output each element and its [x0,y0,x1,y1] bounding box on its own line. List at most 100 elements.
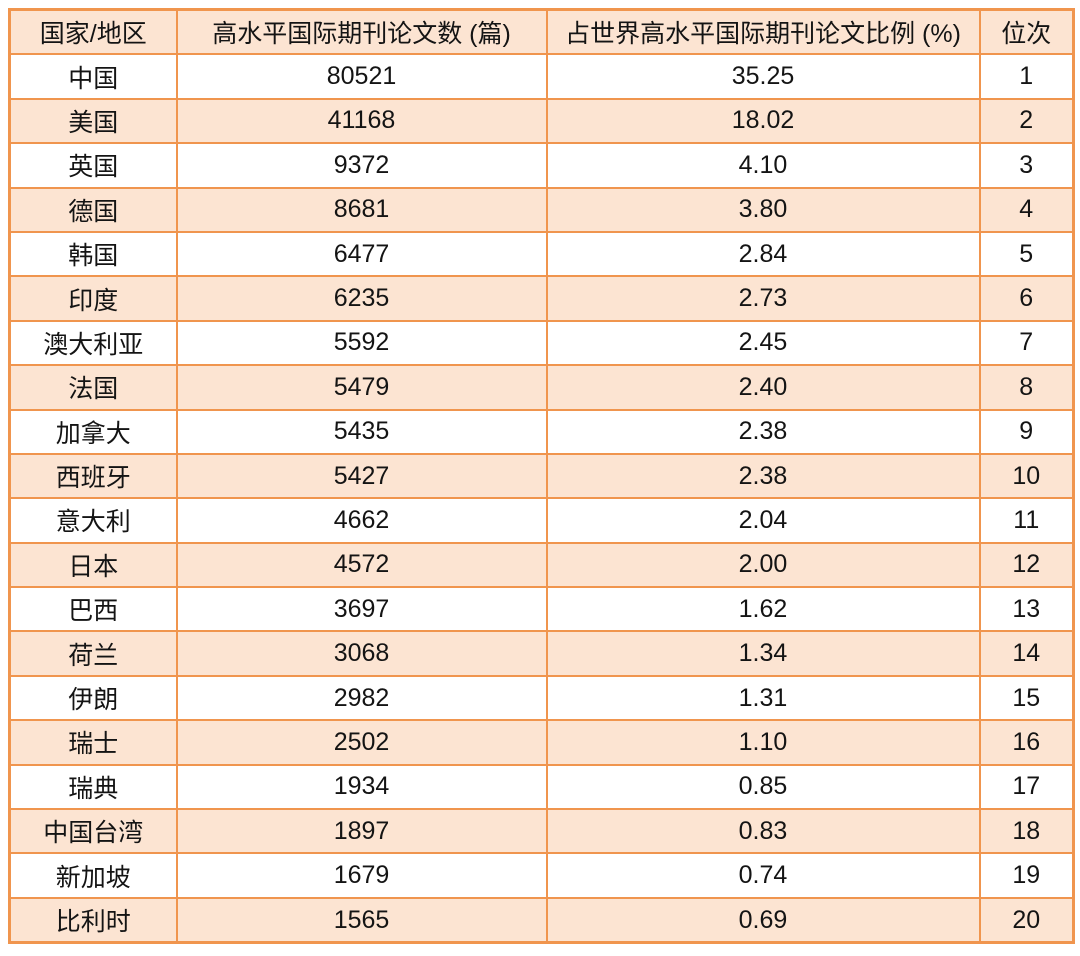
table-row: 意大利 4662 2.04 11 [8,497,1075,544]
papers-cell: 2982 [175,674,548,722]
header-country: 国家/地区 [8,8,178,56]
rank-cell: 13 [978,586,1075,633]
table-body: 中国 80521 35.25 1 美国 41168 18.02 2 英国 937… [8,53,1075,944]
share-cell: 2.38 [545,452,981,500]
rank-cell: 2 [978,97,1075,145]
papers-cell: 5435 [175,408,548,455]
table-row: 荷兰 3068 1.34 14 [8,630,1075,677]
table-row: 加拿大 5435 2.38 9 [8,408,1075,455]
papers-cell: 4662 [175,497,548,544]
table-row: 西班牙 5427 2.38 10 [8,452,1075,500]
share-cell: 2.84 [545,230,981,278]
table-row: 瑞士 2502 1.10 16 [8,719,1075,766]
share-cell: 2.73 [545,275,981,322]
table-row: 巴西 3697 1.62 13 [8,586,1075,633]
share-cell: 2.40 [545,364,981,411]
rank-cell: 14 [978,630,1075,677]
share-cell: 2.38 [545,408,981,455]
papers-cell: 6477 [175,230,548,278]
country-cell: 印度 [8,275,178,322]
country-cell: 西班牙 [8,452,178,500]
rank-cell: 7 [978,319,1075,367]
rank-cell: 10 [978,452,1075,500]
country-cell: 新加坡 [8,852,178,899]
country-cell: 中国 [8,53,178,100]
rank-cell: 11 [978,497,1075,544]
header-row: 国家/地区 高水平国际期刊论文数 (篇) 占世界高水平国际期刊论文比例 (%) … [8,8,1075,56]
rank-cell: 19 [978,852,1075,899]
table-row: 比利时 1565 0.69 20 [8,896,1075,944]
rank-cell: 15 [978,674,1075,722]
table-row: 新加坡 1679 0.74 19 [8,852,1075,899]
country-cell: 伊朗 [8,674,178,722]
share-cell: 0.85 [545,763,981,811]
rank-cell: 1 [978,53,1075,100]
rank-cell: 5 [978,230,1075,278]
rank-cell: 6 [978,275,1075,322]
papers-cell: 1934 [175,763,548,811]
header-rank: 位次 [978,8,1075,56]
rank-cell: 20 [978,896,1075,944]
rank-cell: 17 [978,763,1075,811]
country-cell: 美国 [8,97,178,145]
share-cell: 0.83 [545,808,981,855]
header-share: 占世界高水平国际期刊论文比例 (%) [545,8,981,56]
share-cell: 2.00 [545,541,981,589]
country-cell: 加拿大 [8,408,178,455]
share-cell: 2.04 [545,497,981,544]
country-cell: 英国 [8,142,178,189]
rank-cell: 18 [978,808,1075,855]
table-row: 伊朗 2982 1.31 15 [8,674,1075,722]
rank-cell: 3 [978,142,1075,189]
papers-cell: 9372 [175,142,548,189]
table-row: 中国 80521 35.25 1 [8,53,1075,100]
rank-cell: 4 [978,186,1075,233]
country-cell: 中国台湾 [8,808,178,855]
country-cell: 德国 [8,186,178,233]
country-cell: 日本 [8,541,178,589]
header-papers: 高水平国际期刊论文数 (篇) [175,8,548,56]
share-cell: 1.34 [545,630,981,677]
country-cell: 意大利 [8,497,178,544]
table-header: 国家/地区 高水平国际期刊论文数 (篇) 占世界高水平国际期刊论文比例 (%) … [8,8,1075,56]
rank-cell: 16 [978,719,1075,766]
table-row: 澳大利亚 5592 2.45 7 [8,319,1075,367]
table-row: 法国 5479 2.40 8 [8,364,1075,411]
table-row: 印度 6235 2.73 6 [8,275,1075,322]
papers-cell: 5592 [175,319,548,367]
share-cell: 2.45 [545,319,981,367]
share-cell: 1.62 [545,586,981,633]
rank-cell: 9 [978,408,1075,455]
share-cell: 1.31 [545,674,981,722]
country-cell: 荷兰 [8,630,178,677]
papers-cell: 1565 [175,896,548,944]
papers-cell: 4572 [175,541,548,589]
table-row: 德国 8681 3.80 4 [8,186,1075,233]
rank-cell: 12 [978,541,1075,589]
share-cell: 1.10 [545,719,981,766]
share-cell: 18.02 [545,97,981,145]
table-row: 瑞典 1934 0.85 17 [8,763,1075,811]
table-row: 中国台湾 1897 0.83 18 [8,808,1075,855]
share-cell: 3.80 [545,186,981,233]
country-cell: 澳大利亚 [8,319,178,367]
country-cell: 巴西 [8,586,178,633]
country-cell: 韩国 [8,230,178,278]
papers-cell: 3068 [175,630,548,677]
share-cell: 0.74 [545,852,981,899]
papers-cell: 3697 [175,586,548,633]
country-cell: 法国 [8,364,178,411]
table-row: 韩国 6477 2.84 5 [8,230,1075,278]
papers-cell: 1679 [175,852,548,899]
table-row: 美国 41168 18.02 2 [8,97,1075,145]
papers-cell: 8681 [175,186,548,233]
papers-cell: 6235 [175,275,548,322]
share-cell: 0.69 [545,896,981,944]
papers-cell: 5479 [175,364,548,411]
country-cell: 瑞士 [8,719,178,766]
share-cell: 35.25 [545,53,981,100]
papers-cell: 2502 [175,719,548,766]
papers-cell: 41168 [175,97,548,145]
papers-cell: 1897 [175,808,548,855]
